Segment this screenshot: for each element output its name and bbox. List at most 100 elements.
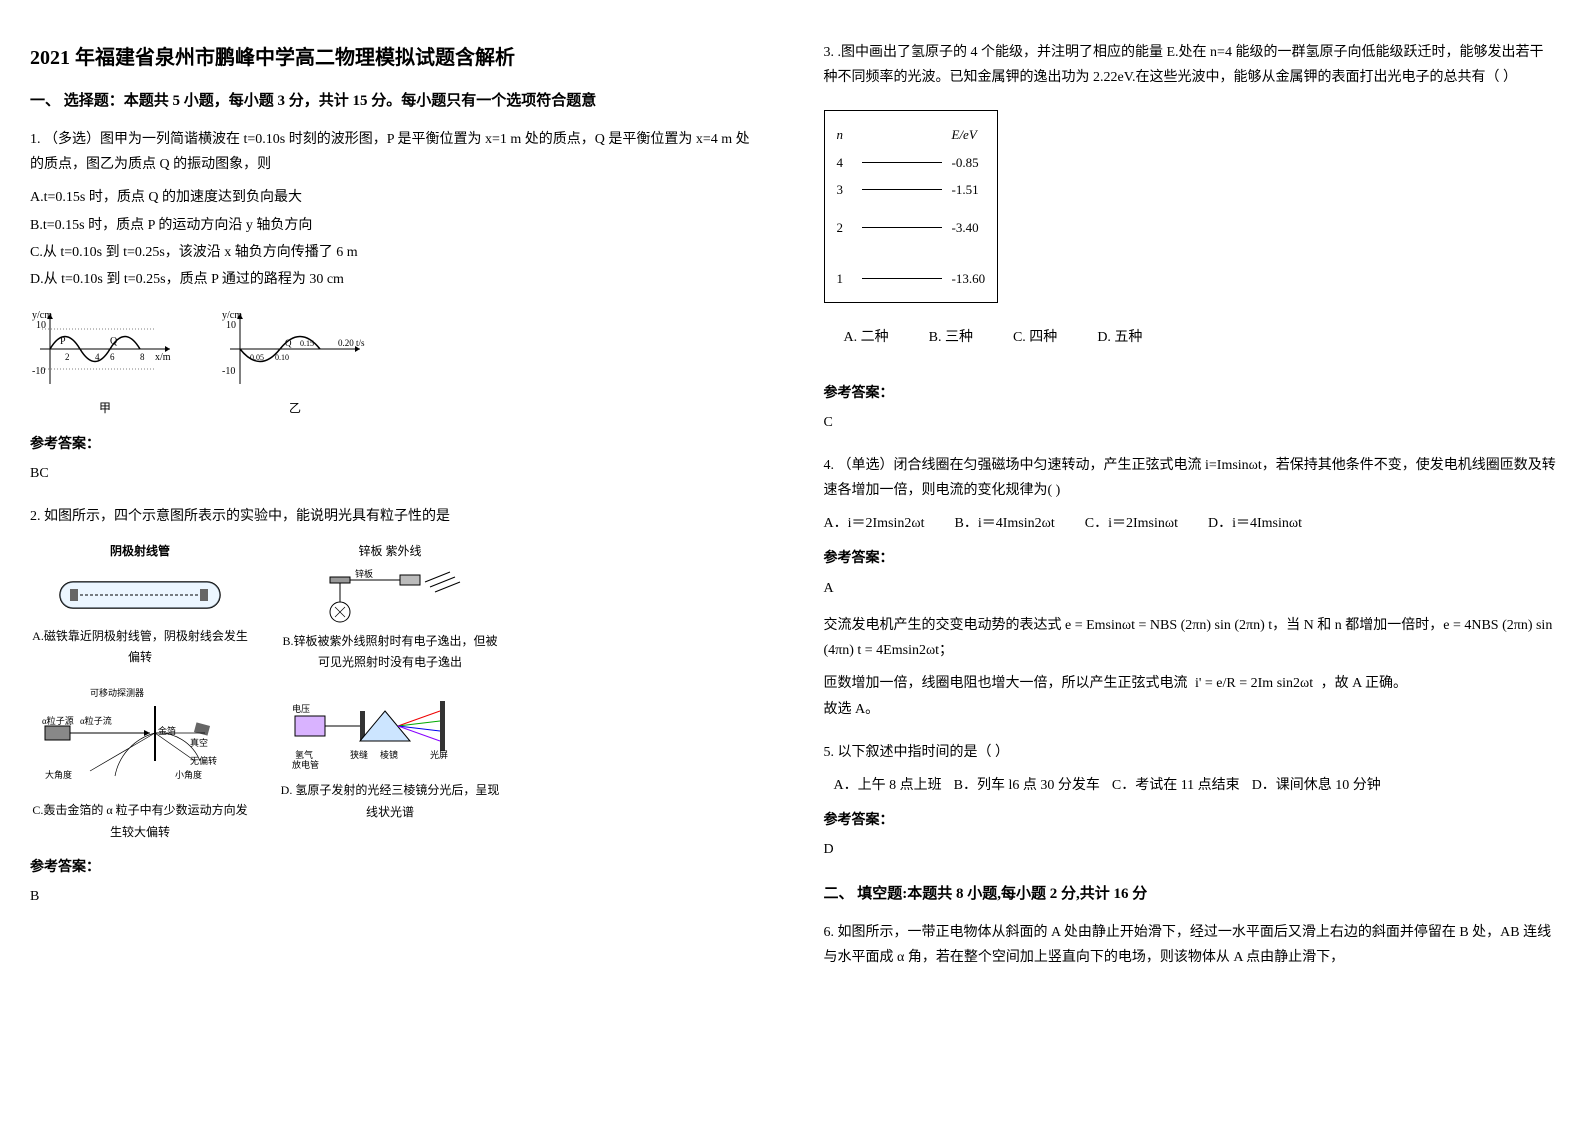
- level-n-4: 4: [837, 151, 852, 174]
- q3-options: A. 二种 B. 三种 C. 四种 D. 五种: [844, 325, 1558, 350]
- svg-text:x/m: x/m: [155, 352, 171, 363]
- q2-caption-a: A.磁铁靠近阴极射线管，阴极射线会发生偏转: [30, 626, 250, 669]
- level-n-3: 3: [837, 178, 852, 201]
- svg-text:可移动探测器: 可移动探测器: [90, 687, 144, 698]
- q1-text: 1. （多选）图甲为一列简谐横波在 t=0.10s 时刻的波形图，P 是平衡位置…: [30, 127, 764, 177]
- q1-fig-left-label: 甲: [99, 398, 111, 420]
- q2-figure-d: 电压 氢气 放电管 狭缝 棱镜 光屏 D. 氢原子发射的光经三棱镜分光后，呈现线…: [280, 686, 500, 843]
- q3-option-b: B. 三种: [929, 325, 973, 350]
- right-column: 3. .图中画出了氢原子的 4 个能级，并注明了相应的能量 E.处在 n=4 能…: [824, 40, 1558, 988]
- q5-options: A．上午 8 点上班 B．列车 l6 点 30 分发车 C．考试在 11 点结束…: [834, 773, 1558, 798]
- energy-level-4: 4 -0.85: [837, 151, 986, 174]
- svg-text:光屏: 光屏: [430, 749, 448, 760]
- level-line-icon: [862, 278, 942, 279]
- q4-answer-label: 参考答案：: [824, 546, 1558, 571]
- svg-text:-10: -10: [32, 366, 45, 377]
- energy-level-diagram: n E/eV 4 -0.85 3 -1.51 2 -3.40 1: [824, 110, 999, 303]
- svg-text:0.10: 0.10: [275, 353, 289, 362]
- q2-answer-label: 参考答案：: [30, 855, 764, 880]
- wave-diagram-icon: y/cm 10 -10 x/m P Q 2 4 6 8: [30, 304, 180, 394]
- cathode-ray-tube-icon: [50, 567, 230, 622]
- section-1-header: 一、 选择题：本题共 5 小题，每小题 3 分，共计 15 分。每小题只有一个选…: [30, 88, 764, 115]
- svg-text:锌板: 锌板: [355, 568, 373, 579]
- q4-option-b: B．i＝4Imsin2ωt: [955, 511, 1055, 536]
- energy-level-3: 3 -1.51: [837, 178, 986, 201]
- level-line-icon: [862, 162, 942, 163]
- svg-text:0.05: 0.05: [250, 353, 264, 362]
- svg-text:0.15: 0.15: [300, 339, 314, 348]
- q1-option-d: D.从 t=0.10s 到 t=0.25s，质点 P 通过的路程为 30 cm: [30, 267, 764, 292]
- svg-text:Q: Q: [285, 338, 292, 348]
- q4-explain-1: 交流发电机产生的交变电动势的表达式 e = Emsinωt = NBS (2πn…: [824, 613, 1558, 663]
- svg-text:0.20 t/s: 0.20 t/s: [338, 338, 365, 348]
- svg-text:小角度: 小角度: [175, 769, 202, 780]
- q6-text: 6. 如图所示，一带正电物体从斜面的 A 处由静止开始滑下，经过一水平面后又滑上…: [824, 920, 1558, 970]
- left-column: 2021 年福建省泉州市鹏峰中学高二物理模拟试题含解析 一、 选择题：本题共 5…: [30, 40, 764, 988]
- q2-figures-row2: 可移动探测器 α粒子源 α粒子流 金箔 真空 无偏转 小角度 大角度: [30, 686, 764, 843]
- svg-text:棱镜: 棱镜: [380, 749, 398, 760]
- q2-caption-d: D. 氢原子发射的光经三棱镜分光后，呈现线状光谱: [280, 780, 500, 823]
- q4-explain-2c: ，故 A 正确。: [1321, 676, 1407, 691]
- question-2: 2. 如图所示，四个示意图所表示的实验中，能说明光具有粒子性的是 阴极射线管 A…: [30, 504, 764, 910]
- question-1: 1. （多选）图甲为一列简谐横波在 t=0.10s 时刻的波形图，P 是平衡位置…: [30, 127, 764, 486]
- svg-text:8: 8: [140, 352, 145, 362]
- q1-option-b: B.t=0.15s 时，质点 P 的运动方向沿 y 轴负方向: [30, 213, 764, 238]
- energy-header-n: n: [837, 123, 852, 146]
- svg-text:α粒子源: α粒子源: [42, 715, 74, 726]
- svg-text:α粒子流: α粒子流: [80, 715, 112, 726]
- q2-figure-c: 可移动探测器 α粒子源 α粒子流 金箔 真空 无偏转 小角度 大角度: [30, 686, 250, 843]
- svg-text:电压: 电压: [292, 703, 310, 714]
- level-n-1: 1: [837, 267, 852, 290]
- q3-option-d: D. 五种: [1097, 325, 1142, 350]
- prism-spectrum-icon: 电压 氢气 放电管 狭缝 棱镜 光屏: [290, 686, 490, 776]
- level-n-2: 2: [837, 216, 852, 239]
- svg-text:4: 4: [95, 352, 100, 362]
- q5-answer-label: 参考答案：: [824, 808, 1558, 833]
- q4-formula-fraction: i' = e/R = 2Im sin2ωt: [1195, 671, 1313, 696]
- q5-answer: D: [824, 837, 1558, 862]
- level-e-3: -1.51: [952, 178, 979, 201]
- q2-answer: B: [30, 884, 764, 909]
- q2-capA-title: 阴极射线管: [110, 541, 170, 563]
- q3-option-c: C. 四种: [1013, 325, 1057, 350]
- q1-figure-right: y/cm 10 -10 0.20 t/s Q 0.05 0.10 0.15 乙: [220, 304, 370, 420]
- svg-text:狭缝: 狭缝: [350, 749, 368, 760]
- svg-text:10: 10: [226, 320, 236, 331]
- q1-option-a: A.t=0.15s 时，质点 Q 的加速度达到负向最大: [30, 185, 764, 210]
- q3-option-a: A. 二种: [844, 325, 889, 350]
- level-e-1: -13.60: [952, 267, 986, 290]
- svg-text:真空: 真空: [190, 737, 208, 748]
- q4-option-d: D．i＝4Imsinωt: [1208, 511, 1302, 536]
- oscillation-diagram-icon: y/cm 10 -10 0.20 t/s Q 0.05 0.10 0.15: [220, 304, 370, 394]
- svg-text:10: 10: [36, 320, 46, 331]
- q4-options: A．i＝2Imsin2ωt B．i＝4Imsin2ωt C．i＝2Imsinωt…: [824, 511, 1558, 536]
- q4-text: 4. （单选）闭合线圈在匀强磁场中匀速转动，产生正弦式电流 i=Imsinωt，…: [824, 453, 1558, 503]
- level-e-2: -3.40: [952, 216, 979, 239]
- question-6: 6. 如图所示，一带正电物体从斜面的 A 处由静止开始滑下，经过一水平面后又滑上…: [824, 920, 1558, 970]
- q1-option-c: C.从 t=0.10s 到 t=0.25s，该波沿 x 轴负方向传播了 6 m: [30, 240, 764, 265]
- rutherford-icon: 可移动探测器 α粒子源 α粒子流 金箔 真空 无偏转 小角度 大角度: [40, 686, 240, 796]
- energy-header: n E/eV: [837, 123, 986, 146]
- energy-level-2: 2 -3.40: [837, 216, 986, 239]
- svg-text:大角度: 大角度: [45, 769, 72, 780]
- q4-option-c: C．i＝2Imsinωt: [1085, 511, 1178, 536]
- section-2-header: 二、 填空题:本题共 8 小题,每小题 2 分,共计 16 分: [824, 881, 1558, 908]
- svg-text:-10: -10: [222, 366, 235, 377]
- q3-answer: C: [824, 410, 1558, 435]
- level-e-4: -0.85: [952, 151, 979, 174]
- q1-figure-left: y/cm 10 -10 x/m P Q 2 4 6 8 甲: [30, 304, 180, 420]
- q5-option-c: C．考试在 11 点结束: [1112, 773, 1240, 798]
- q5-option-b: B．列车 l6 点 30 分发车: [954, 773, 1100, 798]
- q1-fig-right-label: 乙: [289, 398, 301, 420]
- q4-explain-2a: 匝数增加一倍，线圈电阻也增大一倍，所以产生正弦式电流: [824, 676, 1188, 691]
- q5-option-d: D．课间休息 10 分钟: [1252, 773, 1381, 798]
- q3-answer-label: 参考答案：: [824, 381, 1558, 406]
- svg-text:氢气: 氢气: [295, 749, 313, 760]
- svg-text:Q: Q: [110, 336, 118, 347]
- svg-text:6: 6: [110, 352, 115, 362]
- q5-text: 5. 以下叙述中指时间的是（ ）: [824, 740, 1558, 765]
- q2-text: 2. 如图所示，四个示意图所表示的实验中，能说明光具有粒子性的是: [30, 504, 764, 529]
- svg-text:P: P: [60, 336, 66, 347]
- q4-option-a: A．i＝2Imsin2ωt: [824, 511, 925, 536]
- q3-text: 3. .图中画出了氢原子的 4 个能级，并注明了相应的能量 E.处在 n=4 能…: [824, 40, 1558, 90]
